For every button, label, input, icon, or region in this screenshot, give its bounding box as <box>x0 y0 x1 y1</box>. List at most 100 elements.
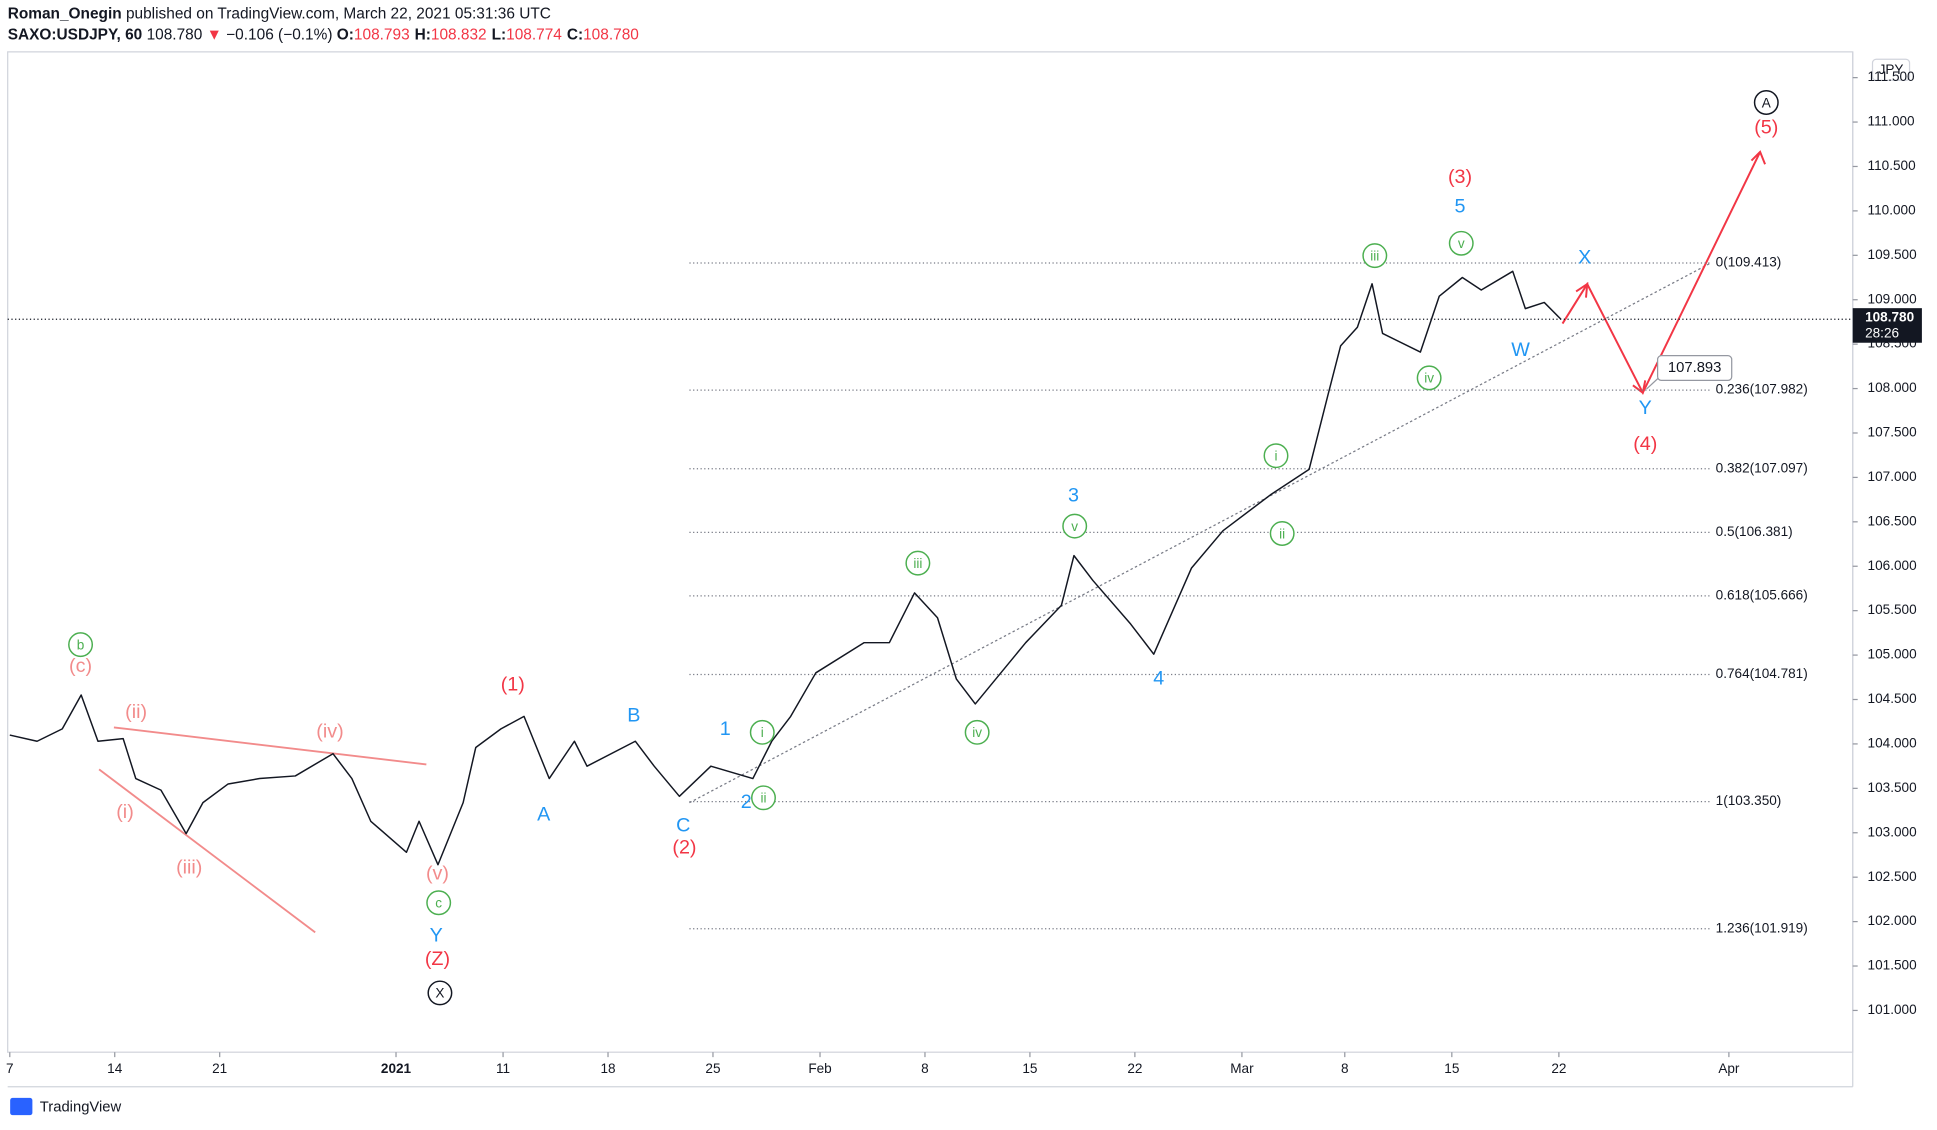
y-tick-label: 104.000 <box>1868 736 1918 751</box>
x-tick-label: 11 <box>496 1061 510 1076</box>
logo-icon <box>10 1097 33 1116</box>
wave-label: B <box>627 705 640 727</box>
plot-layer: 107.893 <box>7 150 1853 934</box>
y-tick-label: 106.000 <box>1868 558 1918 573</box>
arrow-head <box>1575 282 1589 298</box>
fib-label: 0.5(106.381) <box>1716 524 1793 539</box>
fib-label: 0(109.413) <box>1716 255 1782 270</box>
price: 108.780 <box>147 27 203 44</box>
wave-label: iii <box>913 556 922 571</box>
wave-circle <box>749 719 775 745</box>
wave-circle <box>1263 443 1289 469</box>
countdown: 28:26 <box>1865 326 1899 341</box>
y-tick-label: 105.000 <box>1868 647 1918 662</box>
wave-circle <box>1448 230 1474 256</box>
ohlc-value: 108.832 <box>431 27 487 44</box>
fib-label: 0.236(107.982) <box>1716 382 1808 397</box>
trendline <box>113 726 427 766</box>
wave-circle <box>905 550 931 576</box>
wave-label: (2) <box>672 837 696 859</box>
x-tick-label: Apr <box>1718 1061 1740 1076</box>
wave-label: (v) <box>426 863 449 885</box>
wave-label: (c) <box>69 655 92 677</box>
x-tick-label: 22 <box>1551 1061 1566 1076</box>
published: published on TradingView.com, March 22, … <box>126 6 551 23</box>
y-tick-label: 102.000 <box>1868 913 1918 928</box>
wave-label: Y <box>430 924 443 946</box>
wave-label: iii <box>1370 248 1379 263</box>
x-tick-label: Feb <box>808 1061 831 1076</box>
wave-label: A <box>1762 95 1772 110</box>
ohlc-value: 108.780 <box>583 27 639 44</box>
wave-label: v <box>1458 236 1465 251</box>
x-tick-label: 22 <box>1127 1061 1142 1076</box>
x-tick-label: 8 <box>1341 1061 1349 1076</box>
wave-circle <box>427 980 453 1006</box>
wave-circle <box>68 632 94 658</box>
y-tick-label: 104.500 <box>1868 691 1918 706</box>
fib-label: 1.236(101.919) <box>1716 920 1808 935</box>
y-tick-label: 110.000 <box>1868 202 1917 217</box>
arrow: ▼ <box>207 27 222 44</box>
ohlc-value: 108.793 <box>354 27 410 44</box>
y-tick-label: 106.500 <box>1868 513 1918 528</box>
wave-label: 1 <box>720 718 731 740</box>
y-tick-label: 103.500 <box>1868 780 1918 795</box>
ohlc-label: O: <box>337 27 354 44</box>
x-tick-label: 15 <box>1444 1061 1459 1076</box>
wave-label: (5) <box>1754 117 1778 139</box>
wave-circle <box>1416 365 1442 391</box>
wave-label: 4 <box>1153 667 1164 689</box>
trendline <box>98 768 316 934</box>
x-tick-label: 14 <box>107 1061 123 1076</box>
wave-label: i <box>1274 449 1277 464</box>
wave-label: (1) <box>501 674 525 696</box>
wave-label: (iv) <box>316 721 343 743</box>
y-tick-label: 103.000 <box>1868 824 1918 839</box>
last-price-box <box>1852 308 1922 343</box>
x-tick-label: 25 <box>705 1061 720 1076</box>
y-tick-label: 111.000 <box>1868 114 1916 129</box>
wave-label: (ii) <box>125 701 147 723</box>
change: −0.106 (−0.1%) <box>226 27 332 44</box>
wave-label: C <box>676 814 690 836</box>
y-tick-label: 110.500 <box>1868 158 1917 173</box>
wave-label: iv <box>1424 371 1434 386</box>
ohlc-label: C: <box>567 27 583 44</box>
ohlc: O:108.793 H:108.832 L:108.774 C:108.780 <box>337 27 639 44</box>
wave-label: X <box>435 986 444 1001</box>
fib-label: 0.618(105.666) <box>1716 588 1808 603</box>
wave-label: (Z) <box>425 948 450 970</box>
x-tick-label: 7 <box>6 1061 14 1076</box>
x-tick-label: 18 <box>600 1061 615 1076</box>
wave-label: (iii) <box>176 856 202 878</box>
y-tick-label: 107.500 <box>1868 425 1918 440</box>
x-tick-label: 21 <box>212 1061 227 1076</box>
fib-label: 1(103.350) <box>1716 793 1782 808</box>
wave-label: v <box>1071 519 1078 534</box>
author: Roman_Onegin <box>8 6 122 23</box>
y-tick-label: 109.000 <box>1868 291 1918 306</box>
wave-label: A <box>537 803 551 825</box>
y-tick-label: 111.500 <box>1868 69 1916 84</box>
wave-label: b <box>77 637 85 652</box>
arrow-head <box>1750 150 1766 165</box>
wave-label: (3) <box>1448 166 1472 188</box>
ohlc-label: H: <box>415 27 431 44</box>
wave-label: 3 <box>1068 485 1079 507</box>
price-line <box>9 270 1562 866</box>
wave-circle <box>1269 521 1295 546</box>
wave-circle <box>751 785 776 811</box>
projection-path <box>1561 151 1762 395</box>
footer-logo: TradingView <box>10 1097 122 1116</box>
wave-label: ii <box>1279 526 1285 541</box>
y-tick-label: 102.500 <box>1868 869 1918 884</box>
ohlc-label: L: <box>492 27 507 44</box>
wave-circle <box>964 719 990 745</box>
x-tick-label: Mar <box>1230 1061 1254 1076</box>
wave-circle <box>1062 513 1088 539</box>
y-tick-label: 105.500 <box>1868 602 1918 617</box>
wave-label: (4) <box>1633 433 1657 455</box>
